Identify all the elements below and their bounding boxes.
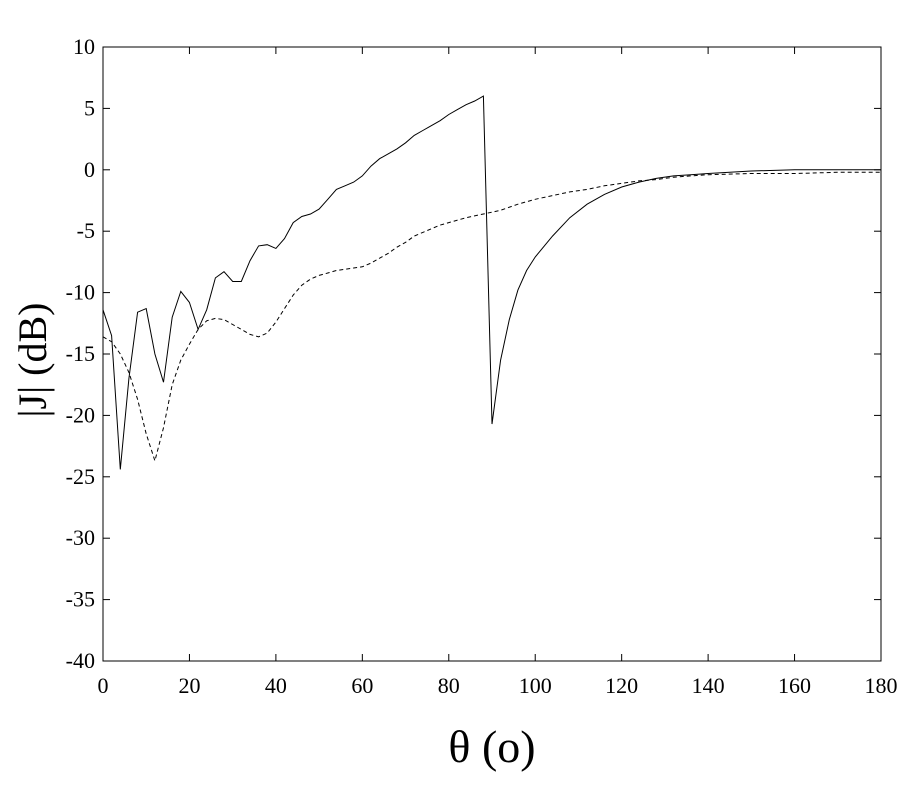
y-tick-label: -30 bbox=[66, 525, 95, 550]
y-tick-label: -15 bbox=[66, 341, 95, 366]
x-tick-label: 0 bbox=[98, 673, 109, 698]
y-tick-label: -5 bbox=[77, 218, 95, 243]
x-tick-label: 120 bbox=[605, 673, 638, 698]
y-tick-label: -10 bbox=[66, 280, 95, 305]
series-layer bbox=[102, 95, 881, 470]
y-tick-label: -25 bbox=[66, 464, 95, 489]
x-tick-label: 140 bbox=[692, 673, 725, 698]
x-axis-title: θ (ο) bbox=[448, 721, 535, 772]
series-line-solid bbox=[102, 95, 881, 470]
y-tick-label: 0 bbox=[84, 157, 95, 182]
x-tick-label: 100 bbox=[519, 673, 552, 698]
series-line-dashed bbox=[102, 171, 881, 463]
x-tick-label: 40 bbox=[265, 673, 287, 698]
y-tick-label: 10 bbox=[73, 34, 95, 59]
x-tick-label: 160 bbox=[778, 673, 811, 698]
y-tick-label: -40 bbox=[66, 648, 95, 673]
x-tick-label: 180 bbox=[865, 673, 898, 698]
y-axis-title: |J| (dB) bbox=[10, 303, 55, 418]
x-tick-label: 80 bbox=[438, 673, 460, 698]
y-tick-label: -20 bbox=[66, 402, 95, 427]
x-tick-label: 20 bbox=[178, 673, 200, 698]
y-tick-label: 5 bbox=[84, 95, 95, 120]
plot-frame bbox=[102, 46, 882, 662]
x-tick-label: 60 bbox=[351, 673, 373, 698]
y-tick-label: -35 bbox=[66, 587, 95, 612]
axis-ticks: 0 20 40 60 80 100 120 140 160 180 10 5 0 -5 -10 -15 -20 -… bbox=[66, 34, 898, 698]
